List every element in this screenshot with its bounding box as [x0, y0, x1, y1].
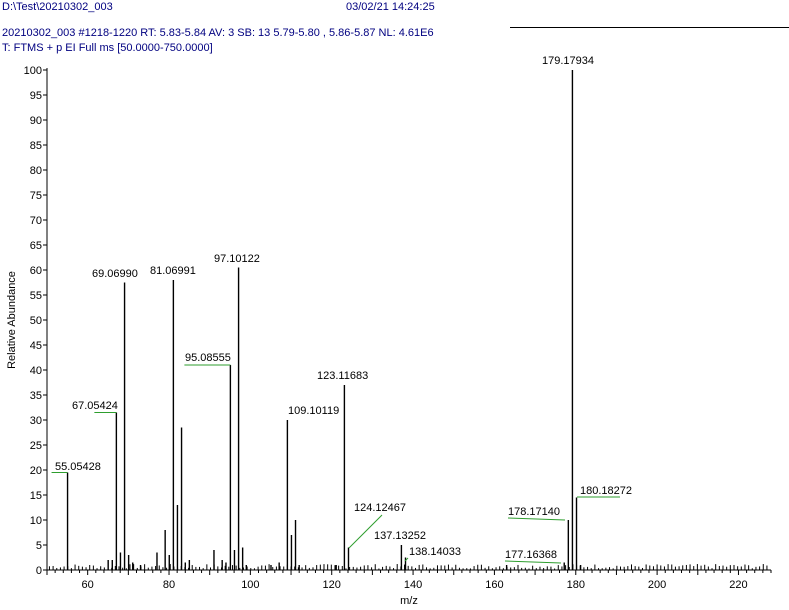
peak-label: 67.05424: [72, 400, 118, 412]
header-divider: [510, 27, 789, 28]
peak-label: 124.12467: [354, 502, 406, 514]
y-tick-label: 10: [30, 515, 42, 527]
label-leader-line: [504, 560, 562, 564]
y-tick-label: 85: [30, 140, 42, 152]
chart-axes: [46, 68, 771, 571]
y-tick-label: 70: [30, 215, 42, 227]
y-tick-label: 35: [30, 390, 42, 402]
scan-info: 20210302_003 #1218-1220 RT: 5.83-5.84 AV…: [2, 27, 434, 39]
y-tick-label: 90: [30, 115, 42, 127]
x-tick-label: 140: [404, 579, 422, 591]
y-axis-label: Relative Abundance: [6, 271, 18, 369]
y-tick-label: 65: [30, 240, 42, 252]
x-tick-label: 160: [485, 579, 503, 591]
x-axis-ticks: 60 80 100 120 140 160 180 200 220: [46, 570, 772, 591]
y-tick-label: 75: [30, 190, 42, 202]
y-tick-label: 40: [30, 365, 42, 377]
x-tick-label: 60: [82, 579, 94, 591]
acquisition-timestamp: 03/02/21 14:24:25: [346, 1, 435, 13]
peak-label: 179.17934: [542, 55, 594, 67]
y-tick-label: 95: [30, 90, 42, 102]
label-leader-line: [507, 517, 566, 521]
y-tick-label: 45: [30, 340, 42, 352]
y-tick-label: 100: [24, 65, 42, 77]
x-tick-label: 100: [241, 579, 259, 591]
y-axis-ticks: 0 5 10 15 20 25 30 35 40 45 50 55 60 65 70 75 80 85 90 95 10…: [24, 65, 47, 577]
peak-label: 69.06990: [92, 268, 138, 280]
x-axis-label: m/z: [400, 595, 418, 607]
peak-label: 138.14033: [409, 546, 461, 558]
y-tick-label: 60: [30, 265, 42, 277]
label-leader-line: [348, 514, 383, 549]
peak-label: 95.08555: [185, 352, 231, 364]
peak-label: 177.16368: [505, 549, 557, 561]
y-tick-label: 25: [30, 440, 42, 452]
peak-label: 123.11683: [317, 370, 368, 382]
x-tick-label: 180: [567, 579, 585, 591]
x-tick-label: 120: [323, 579, 341, 591]
peak-label: 109.10119: [288, 405, 339, 417]
y-tick-label: 30: [30, 415, 42, 427]
y-tick-label: 0: [36, 565, 42, 577]
peak-label: 81.06991: [150, 265, 196, 277]
peak-label: 180.18272: [580, 485, 632, 497]
y-tick-label: 50: [30, 315, 42, 327]
label-leader-line: [404, 557, 409, 562]
peak-labels: 55.05428 67.05424 69.06990 81.06991 95.08555…: [51, 55, 632, 564]
scan-filter: T: FTMS + p EI Full ms [50.0000-750.0000…: [2, 42, 213, 54]
y-tick-label: 80: [30, 165, 42, 177]
peak-label: 178.17140: [508, 506, 560, 518]
y-tick-label: 5: [36, 540, 42, 552]
x-tick-label: 80: [163, 579, 175, 591]
peak-label: 97.10122: [214, 253, 260, 265]
x-tick-label: 220: [729, 579, 747, 591]
peak-label: 55.05428: [55, 461, 101, 473]
file-path: D:\Test\20210302_003: [2, 1, 113, 13]
y-tick-label: 55: [30, 290, 42, 302]
x-tick-label: 200: [648, 579, 666, 591]
y-tick-label: 20: [30, 465, 42, 477]
y-tick-label: 15: [30, 490, 42, 502]
peak-label: 137.13252: [374, 530, 426, 542]
peak-series: [66, 70, 582, 570]
